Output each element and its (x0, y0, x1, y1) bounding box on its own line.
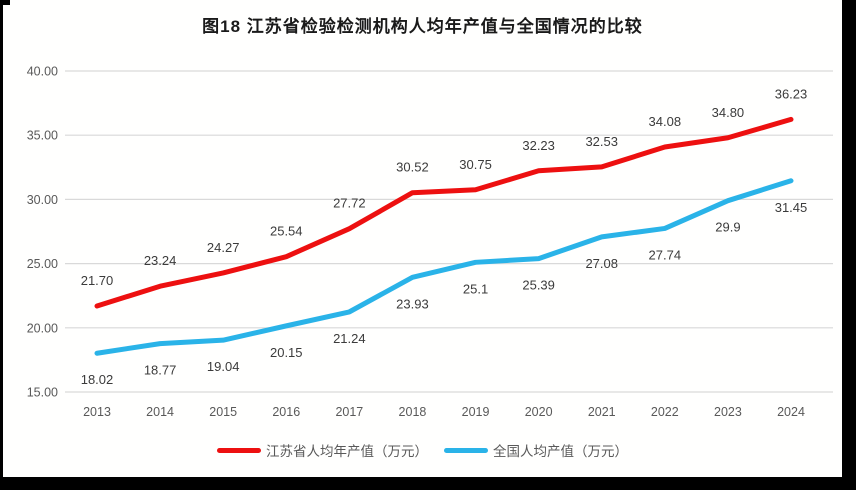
data-label: 34.80 (712, 105, 745, 120)
y-tick-label: 15.00 (27, 386, 58, 400)
page-edge-right (842, 0, 856, 490)
y-tick-label: 35.00 (27, 129, 58, 143)
data-label: 27.72 (333, 196, 366, 211)
x-tick-label: 2015 (209, 405, 237, 419)
data-label: 23.93 (396, 296, 429, 311)
data-label: 19.04 (207, 359, 240, 374)
data-label: 25.54 (270, 224, 303, 239)
data-label: 30.75 (459, 157, 492, 172)
x-tick-label: 2019 (462, 405, 490, 419)
data-label: 32.53 (585, 134, 618, 149)
series-line-1 (94, 178, 794, 356)
series-line-0 (94, 116, 794, 309)
data-label: 34.08 (649, 114, 682, 129)
data-label: 24.27 (207, 240, 240, 255)
legend-line-swatch-blue (444, 447, 488, 453)
y-tick-label: 40.00 (27, 65, 58, 79)
x-tick-label: 2018 (399, 405, 427, 419)
y-tick-label: 25.00 (27, 257, 58, 271)
page-edge-left (0, 0, 3, 490)
chart-title: 图18 江苏省检验检测机构人均年产值与全国情况的比较 (202, 17, 643, 36)
data-label: 23.24 (144, 253, 177, 268)
x-tick-label: 2022 (651, 405, 679, 419)
chart-legend: 江苏省人均年产值（万元） 全国人均产值（万元） (3, 440, 842, 460)
x-tick-label: 2023 (714, 405, 742, 419)
data-label: 20.15 (270, 345, 303, 360)
data-label: 32.23 (522, 138, 555, 153)
legend-label: 江苏省人均年产值（万元） (266, 444, 428, 459)
x-tick-label: 2016 (272, 405, 300, 419)
x-tick-label: 2013 (83, 405, 111, 419)
y-tick-label: 20.00 (27, 321, 58, 335)
data-label: 25.1 (463, 281, 488, 296)
legend-item-national: 全国人均产值（万元） (444, 440, 628, 460)
data-label: 18.02 (81, 372, 114, 387)
data-label: 21.70 (81, 273, 114, 288)
page-edge-bottom (0, 477, 856, 490)
x-tick-label: 2021 (588, 405, 616, 419)
page-edge-artifact (0, 0, 10, 5)
data-label: 18.77 (144, 363, 177, 378)
x-tick-label: 2020 (525, 405, 553, 419)
x-tick-label: 2017 (335, 405, 363, 419)
data-label: 30.52 (396, 160, 429, 175)
legend-line-swatch-red (217, 447, 261, 453)
data-label: 29.9 (715, 220, 740, 235)
data-label: 25.39 (522, 278, 555, 293)
data-label: 36.23 (775, 86, 808, 101)
data-label: 27.08 (585, 256, 618, 271)
x-tick-label: 2024 (777, 405, 805, 419)
legend-item-jiangsu: 江苏省人均年产值（万元） (217, 440, 428, 460)
data-label: 27.74 (649, 247, 682, 262)
legend-label: 全国人均产值（万元） (493, 444, 628, 459)
data-label: 31.45 (775, 200, 808, 215)
y-tick-label: 30.00 (27, 193, 58, 207)
x-tick-label: 2014 (146, 405, 174, 419)
data-label: 21.24 (333, 331, 366, 346)
